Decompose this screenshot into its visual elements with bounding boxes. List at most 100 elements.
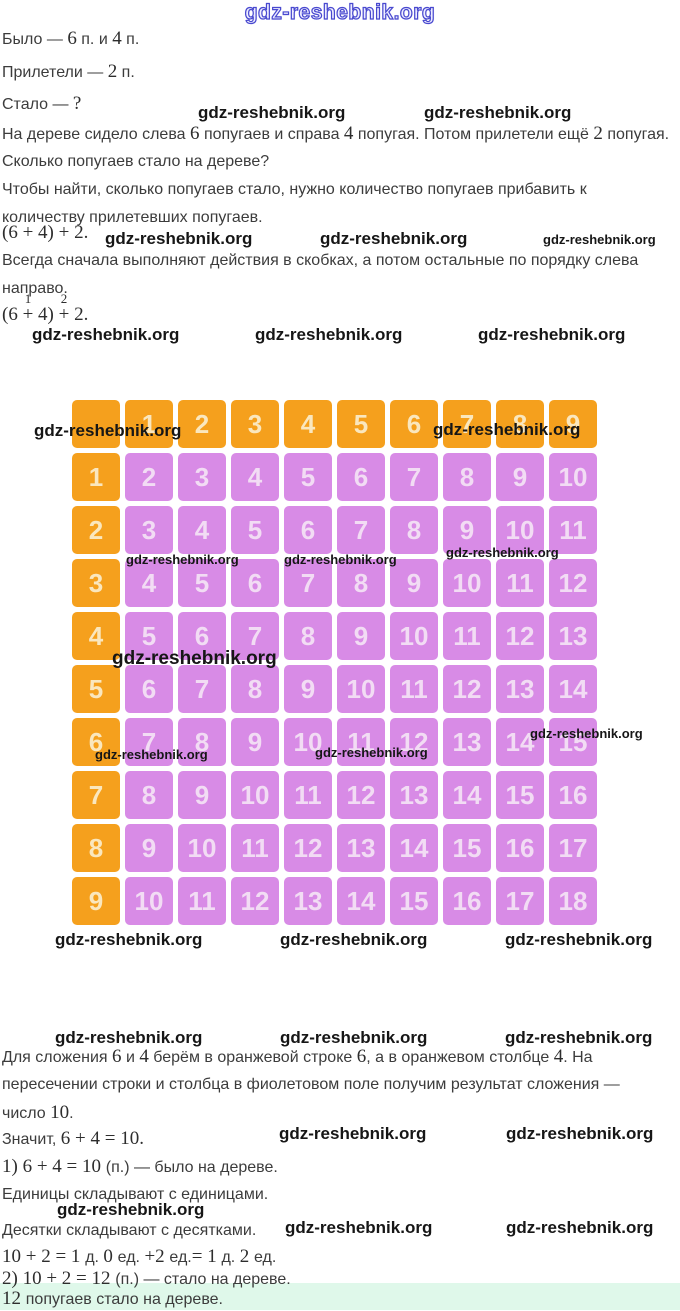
math-segment: 1) 6 + 4 = 10 — [2, 1156, 106, 1177]
math-segment: 4 — [112, 28, 122, 49]
table-sum-cell: 10 — [231, 771, 279, 819]
table-row-header-cell: 6 — [72, 718, 120, 766]
table-sum-cell: 10 — [549, 453, 597, 501]
table-sum-cell: 9 — [390, 559, 438, 607]
table-sum-cell: 16 — [443, 877, 491, 925]
table-sum-cell: 10 — [125, 877, 173, 925]
table-sum-cell: 15 — [443, 824, 491, 872]
table-sum-cell: 9 — [178, 771, 226, 819]
table-sum-cell: 6 — [284, 506, 332, 554]
table-sum-cell: 7 — [178, 665, 226, 713]
text-line: Для сложения 6 и 4 берём в оранжевой стр… — [2, 1046, 593, 1069]
table-sum-cell: 18 — [549, 877, 597, 925]
math-segment: 6 — [67, 28, 77, 49]
table-sum-cell: 11 — [443, 612, 491, 660]
table-sum-cell: 6 — [231, 559, 279, 607]
math-segment: 2 — [239, 1246, 254, 1267]
text-line: пересечении строки и столбца в фиолетово… — [2, 1074, 620, 1096]
text-segment: (п.) — было на дереве. — [105, 1159, 278, 1176]
table-sum-cell: 11 — [284, 771, 332, 819]
table-sum-cell: 15 — [496, 771, 544, 819]
text-line: Чтобы найти, сколько попугаев стало, нуж… — [2, 179, 587, 201]
answer-line: 12 попугаев стало на дереве. — [2, 1288, 223, 1311]
table-header-cell: 6 — [390, 400, 438, 448]
table-sum-cell: 14 — [390, 824, 438, 872]
table-sum-cell: 11 — [549, 506, 597, 554]
table-sum-cell: 9 — [125, 824, 173, 872]
table-sum-cell: 8 — [231, 665, 279, 713]
text-segment: (п.) — стало на дереве. — [115, 1271, 291, 1288]
table-sum-cell: 7 — [125, 718, 173, 766]
table-sum-cell: 5 — [284, 453, 332, 501]
table-sum-cell: 8 — [337, 559, 385, 607]
table-sum-cell: 16 — [496, 824, 544, 872]
table-row-header-cell: 3 — [72, 559, 120, 607]
text-segment: . На — [563, 1049, 593, 1066]
table-sum-cell: 5 — [231, 506, 279, 554]
table-header-cell: 2 — [178, 400, 226, 448]
text-segment: п. и — [76, 31, 113, 48]
table-sum-cell: 12 — [496, 612, 544, 660]
order-number: 1 — [24, 291, 32, 306]
table-sum-cell: 10 — [178, 824, 226, 872]
math-segment: ? — [72, 93, 82, 114]
math-segment: = 1 — [191, 1246, 222, 1267]
text-segment: попугаев стало на дереве. — [25, 1291, 223, 1308]
math-segment: 2. — [69, 304, 89, 325]
table-sum-cell: 8 — [178, 718, 226, 766]
table-row-header-cell: 1 — [72, 453, 120, 501]
text-line: На дереве сидело слева 6 попугаев и спра… — [2, 123, 669, 146]
text-segment: берём в оранжевой строке — [148, 1049, 357, 1066]
text-segment: д. — [85, 1249, 104, 1266]
table-sum-cell: 12 — [443, 665, 491, 713]
table-header-cell: 3 — [231, 400, 279, 448]
table-sum-cell: 14 — [549, 665, 597, 713]
math-segment: (6 + 4) + 2. — [2, 222, 89, 243]
table-sum-cell: 14 — [337, 877, 385, 925]
math-segment: 12 — [2, 1288, 26, 1309]
table-sum-cell: 13 — [549, 612, 597, 660]
table-sum-cell: 7 — [337, 506, 385, 554]
table-sum-cell: 3 — [125, 506, 173, 554]
text-segment: ед. — [253, 1249, 277, 1266]
table-header-cell: 1 — [125, 400, 173, 448]
site-watermark-header: gdz-reshebnik.org — [244, 0, 436, 24]
text-line: Десятки складывают с десятками. — [2, 1220, 256, 1242]
text-line: (6 + 4) + 2. — [2, 222, 88, 245]
math-segment: 6 — [356, 1046, 367, 1067]
text-segment: Значит, — [2, 1131, 61, 1148]
text-segment: п. — [117, 64, 135, 81]
text-segment: д. — [221, 1249, 240, 1266]
text-line: Стало — ? — [2, 93, 81, 116]
table-sum-cell: 10 — [496, 506, 544, 554]
table-sum-cell: 8 — [284, 612, 332, 660]
text-line: Сколько попугаев стало на дереве? — [2, 151, 269, 173]
table-sum-cell: 11 — [337, 718, 385, 766]
table-sum-cell: 7 — [390, 453, 438, 501]
text-line: (6 +1 4) +2 2. — [2, 291, 89, 327]
table-sum-cell: 4 — [125, 559, 173, 607]
text-segment: Было — — [2, 31, 68, 48]
operation-with-order: +1 — [22, 291, 34, 325]
table-sum-cell: 9 — [443, 506, 491, 554]
table-header-cell: 7 — [443, 400, 491, 448]
math-segment: (6 — [2, 304, 23, 325]
text-segment: направо. — [2, 280, 68, 297]
table-row-header-cell: 8 — [72, 824, 120, 872]
table-sum-cell: 16 — [549, 771, 597, 819]
math-segment: 2 — [107, 61, 118, 82]
text-segment: ед. — [117, 1249, 145, 1266]
text-segment: попугаев и справа — [199, 126, 344, 143]
table-sum-cell: 4 — [231, 453, 279, 501]
table-sum-cell: 13 — [443, 718, 491, 766]
math-segment: 10 — [50, 1102, 70, 1123]
table-sum-cell: 5 — [178, 559, 226, 607]
table-sum-cell: 13 — [284, 877, 332, 925]
text-segment: количеству прилетевших попугаев. — [2, 209, 263, 226]
table-sum-cell: 9 — [231, 718, 279, 766]
text-segment: , а в оранжевом столбце — [366, 1049, 554, 1066]
table-header-cell: 4 — [284, 400, 332, 448]
table-sum-cell: 12 — [549, 559, 597, 607]
table-sum-cell: 12 — [231, 877, 279, 925]
table-sum-cell: 11 — [231, 824, 279, 872]
